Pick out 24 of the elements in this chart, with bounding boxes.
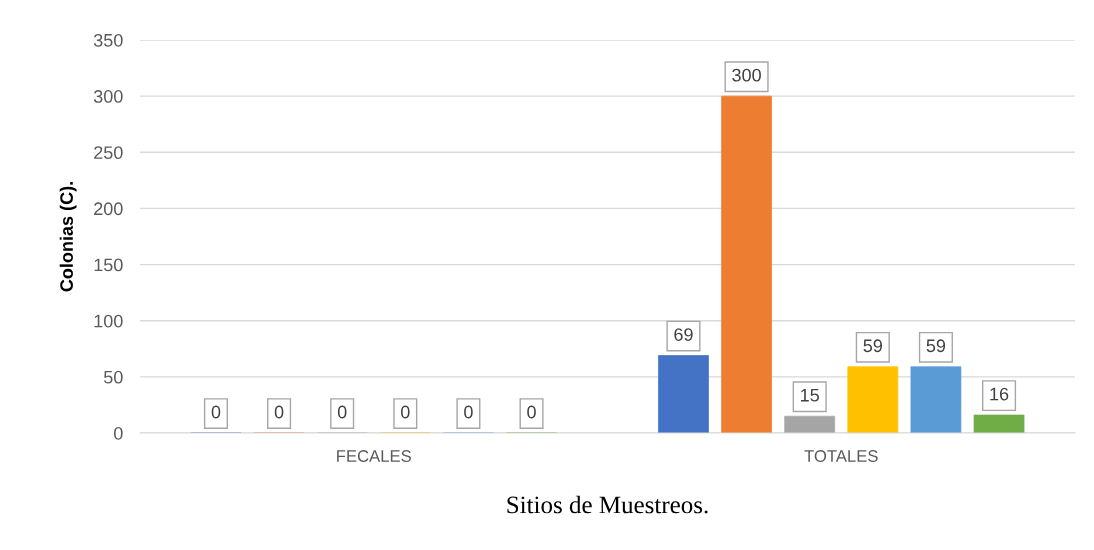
y-axis-title: Colonias (C).: [59, 182, 77, 292]
y-tick-label: 300: [93, 90, 123, 103]
y-tick-label: 0: [114, 426, 123, 440]
data-label: 15: [801, 388, 819, 402]
x-axis-title: Sitios de Muestreos.: [507, 495, 708, 514]
data-label: 0: [527, 405, 536, 419]
y-tick-label: 350: [93, 33, 123, 47]
data-label: 0: [274, 405, 284, 419]
x-tick-label: TOTALES: [804, 450, 878, 462]
data-label: 0: [211, 405, 221, 419]
y-tick-label: 50: [103, 370, 123, 384]
data-label: 0: [400, 405, 410, 419]
data-label: 59: [863, 339, 882, 353]
x-tick-label: FECALES: [337, 450, 411, 462]
y-tick-label: 250: [94, 146, 123, 160]
data-label: 16: [990, 387, 1009, 401]
data-label: 300: [732, 68, 761, 82]
data-label: 59: [926, 339, 946, 353]
data-label: 0: [337, 405, 347, 419]
y-tick-label: 200: [94, 202, 123, 216]
y-tick-label: 100: [94, 314, 123, 328]
data-label: 0: [464, 405, 473, 419]
data-label: 69: [674, 328, 693, 341]
y-tick-label: 150: [94, 258, 123, 272]
